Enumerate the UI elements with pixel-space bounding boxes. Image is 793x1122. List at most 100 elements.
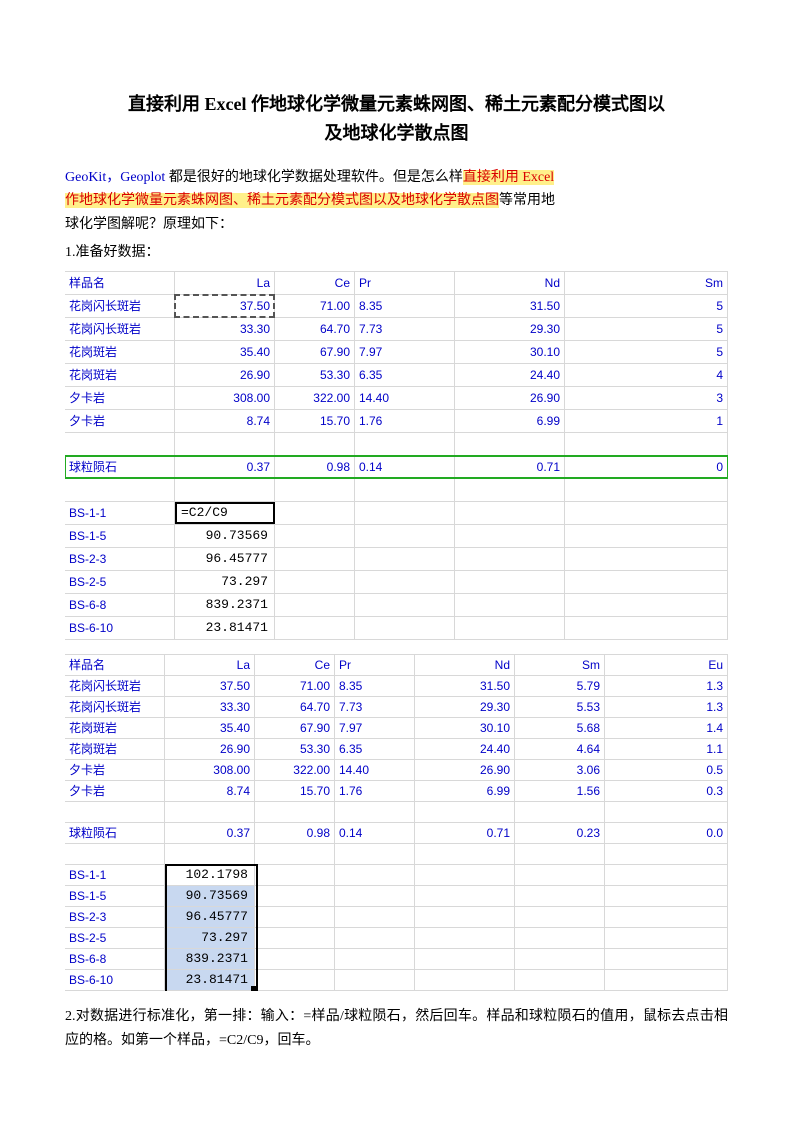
empty-cell[interactable]: [565, 548, 728, 570]
cell[interactable]: BS-6-8: [65, 949, 165, 969]
empty-cell[interactable]: [415, 865, 515, 885]
cell[interactable]: 1.4: [605, 718, 728, 738]
cell[interactable]: 839.2371: [165, 949, 255, 969]
empty-cell[interactable]: [605, 844, 728, 864]
empty-cell[interactable]: [355, 617, 455, 639]
cell[interactable]: 0.3: [605, 781, 728, 801]
empty-cell[interactable]: [255, 865, 335, 885]
cell[interactable]: 14.40: [355, 387, 455, 409]
empty-cell[interactable]: [255, 949, 335, 969]
cell[interactable]: BS-2-3: [65, 907, 165, 927]
cell[interactable]: 71.00: [255, 676, 335, 696]
cell[interactable]: 24.40: [415, 739, 515, 759]
empty-cell[interactable]: [175, 433, 275, 455]
t1-bs3-name[interactable]: BS-2-5: [65, 571, 175, 593]
cell[interactable]: 0.0: [605, 823, 728, 843]
cell[interactable]: 8.35: [335, 676, 415, 696]
empty-cell[interactable]: [255, 907, 335, 927]
empty-cell[interactable]: [275, 479, 355, 501]
t1-bs5-name[interactable]: BS-6-10: [65, 617, 175, 639]
empty-cell[interactable]: [515, 844, 605, 864]
cell[interactable]: 30.10: [415, 718, 515, 738]
t2-ref-name[interactable]: 球粒陨石: [65, 823, 165, 843]
empty-cell[interactable]: [605, 907, 728, 927]
empty-cell[interactable]: [565, 617, 728, 639]
cell[interactable]: 7.97: [335, 718, 415, 738]
cell[interactable]: 花岗斑岩: [65, 739, 165, 759]
empty-cell[interactable]: [255, 844, 335, 864]
cell[interactable]: 0.14: [335, 823, 415, 843]
cell[interactable]: 5: [565, 318, 728, 340]
empty-cell[interactable]: [515, 970, 605, 990]
cell[interactable]: 5.68: [515, 718, 605, 738]
cell[interactable]: 14.40: [335, 760, 415, 780]
empty-cell[interactable]: [355, 571, 455, 593]
cell[interactable]: 90.73569: [165, 886, 255, 906]
cell[interactable]: 5: [565, 341, 728, 363]
cell[interactable]: 26.90: [455, 387, 565, 409]
empty-cell[interactable]: [335, 970, 415, 990]
cell[interactable]: 67.90: [255, 718, 335, 738]
empty-cell[interactable]: [335, 928, 415, 948]
cell[interactable]: BS-1-5: [65, 886, 165, 906]
cell[interactable]: BS-1-1: [65, 865, 165, 885]
cell[interactable]: 5.79: [515, 676, 605, 696]
cell[interactable]: 夕卡岩: [65, 760, 165, 780]
cell[interactable]: 5.53: [515, 697, 605, 717]
cell[interactable]: 308.00: [175, 387, 275, 409]
empty-cell[interactable]: [455, 617, 565, 639]
empty-cell[interactable]: [355, 548, 455, 570]
cell[interactable]: 64.70: [275, 318, 355, 340]
cell[interactable]: BS-2-5: [65, 928, 165, 948]
cell[interactable]: 7.97: [355, 341, 455, 363]
empty-cell[interactable]: [515, 949, 605, 969]
t1-ref-name[interactable]: 球粒陨石: [65, 456, 175, 478]
cell[interactable]: 0.71: [455, 456, 565, 478]
cell[interactable]: 73.297: [175, 571, 275, 593]
empty-cell[interactable]: [355, 433, 455, 455]
empty-cell[interactable]: [515, 928, 605, 948]
cell[interactable]: 839.2371: [175, 594, 275, 616]
empty-cell[interactable]: [355, 525, 455, 547]
cell[interactable]: 322.00: [275, 387, 355, 409]
cell[interactable]: 67.90: [275, 341, 355, 363]
empty-cell[interactable]: [175, 479, 275, 501]
empty-cell[interactable]: [65, 433, 175, 455]
cell[interactable]: 33.30: [165, 697, 255, 717]
cell[interactable]: 308.00: [165, 760, 255, 780]
cell[interactable]: 31.50: [415, 676, 515, 696]
cell[interactable]: 0.71: [415, 823, 515, 843]
empty-cell[interactable]: [415, 844, 515, 864]
cell[interactable]: 53.30: [275, 364, 355, 386]
empty-cell[interactable]: [415, 970, 515, 990]
cell[interactable]: 1.76: [355, 410, 455, 432]
empty-cell[interactable]: [455, 433, 565, 455]
empty-cell[interactable]: [65, 479, 175, 501]
cell[interactable]: 37.50: [165, 676, 255, 696]
cell[interactable]: 102.1798: [165, 865, 255, 885]
cell[interactable]: 29.30: [415, 697, 515, 717]
cell[interactable]: 24.40: [455, 364, 565, 386]
cell[interactable]: BS-6-10: [65, 970, 165, 990]
cell[interactable]: 6.99: [415, 781, 515, 801]
cell[interactable]: 3: [565, 387, 728, 409]
cell[interactable]: 8.74: [175, 410, 275, 432]
empty-cell[interactable]: [565, 433, 728, 455]
cell[interactable]: 花岗斑岩: [65, 718, 165, 738]
t1-row0-name[interactable]: 花岗闪长斑岩: [65, 295, 175, 317]
cell[interactable]: 26.90: [415, 760, 515, 780]
cell[interactable]: 花岗闪长斑岩: [65, 697, 165, 717]
empty-cell[interactable]: [275, 525, 355, 547]
cell[interactable]: 1.3: [605, 697, 728, 717]
empty-cell[interactable]: [355, 502, 455, 524]
cell[interactable]: 64.70: [255, 697, 335, 717]
cell[interactable]: 15.70: [255, 781, 335, 801]
empty-cell[interactable]: [275, 433, 355, 455]
empty-cell[interactable]: [335, 886, 415, 906]
cell[interactable]: 7.73: [335, 697, 415, 717]
empty-cell[interactable]: [415, 802, 515, 822]
empty-cell[interactable]: [515, 907, 605, 927]
empty-cell[interactable]: [275, 502, 355, 524]
empty-cell[interactable]: [65, 802, 165, 822]
empty-cell[interactable]: [515, 865, 605, 885]
